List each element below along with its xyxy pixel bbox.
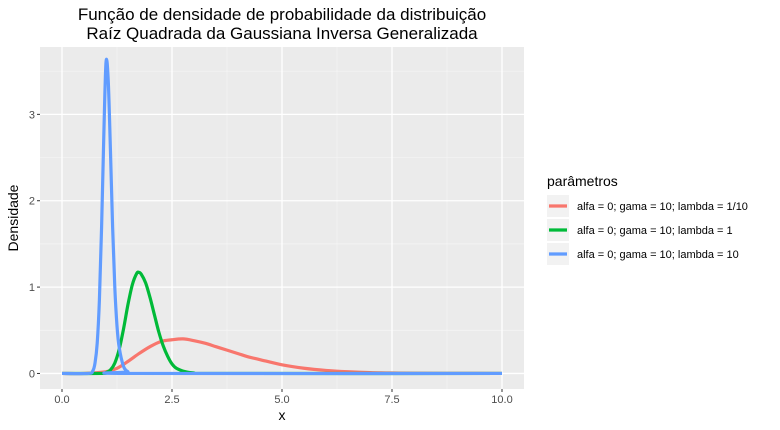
x-tick-label: 0.0 — [54, 394, 69, 406]
y-axis-ticks: 0 1 2 3 — [29, 109, 40, 380]
y-axis-title: Densidade — [5, 184, 21, 251]
y-tick-label: 3 — [29, 109, 35, 121]
series-lines — [61, 57, 503, 376]
chart-title-line-1: Função de densidade de probabilidade da … — [77, 5, 487, 24]
y-tick-label: 0 — [29, 368, 35, 380]
x-tick-label: 7.5 — [384, 394, 399, 406]
legend-label: alfa = 0; gama = 10; lambda = 10 — [577, 249, 739, 261]
x-axis-title: x — [279, 407, 286, 423]
x-tick-label: 10.0 — [491, 394, 512, 406]
y-tick-label: 2 — [29, 196, 35, 208]
x-axis-ticks: 0.0 2.5 5.0 7.5 10.0 — [54, 389, 513, 406]
x-tick-label: 2.5 — [164, 394, 179, 406]
legend-label: alfa = 0; gama = 10; lambda = 1/10 — [577, 201, 748, 213]
legend-label: alfa = 0; gama = 10; lambda = 1 — [577, 225, 733, 237]
legend: parâmetros alfa = 0; gama = 10; lambda =… — [547, 173, 748, 265]
legend-title: parâmetros — [547, 173, 618, 189]
x-tick-label: 5.0 — [274, 394, 289, 406]
y-tick-label: 1 — [29, 282, 35, 294]
series-line-3 — [61, 57, 503, 376]
chart-title-line-2: Raíz Quadrada da Gaussiana Inversa Gener… — [86, 24, 478, 43]
